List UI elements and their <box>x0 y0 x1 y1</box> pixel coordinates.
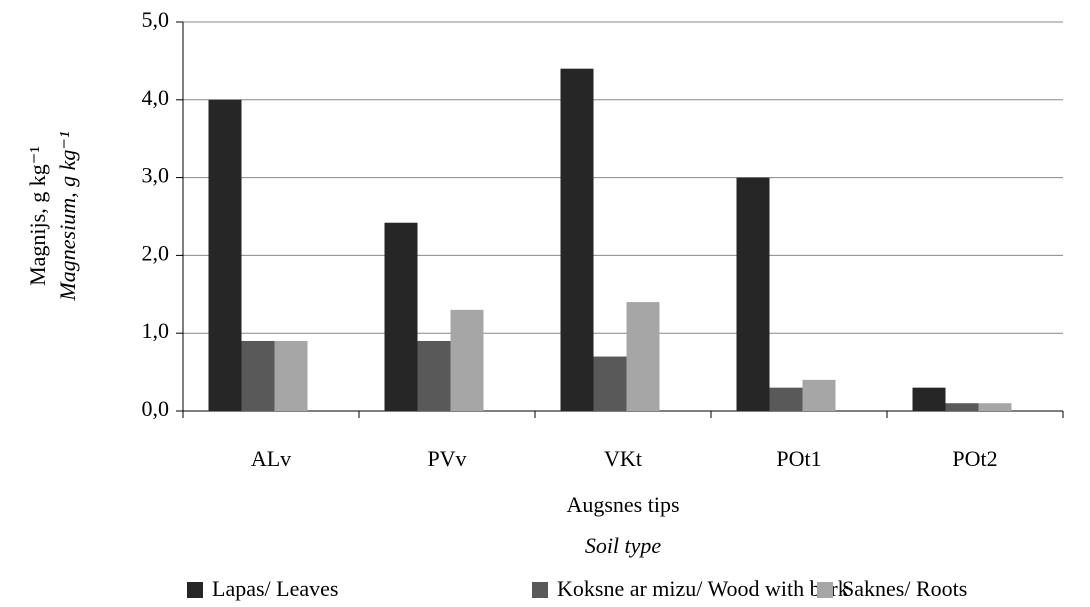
x-tick-label: POt2 <box>952 446 997 471</box>
x-axis-label: Augsnes tips <box>566 492 679 517</box>
y-tick-label: 3,0 <box>142 163 170 188</box>
legend-label: Lapas/ Leaves <box>212 576 338 601</box>
y-axis-label: Magnijs, g kg⁻¹ <box>25 146 50 286</box>
x-axis-label: Soil type <box>585 533 662 558</box>
bar <box>626 302 660 411</box>
x-tick-label: PVv <box>427 446 466 471</box>
bar <box>912 387 946 411</box>
bar <box>274 340 308 411</box>
legend-label: Koksne ar mizu/ Wood with bark <box>557 576 849 601</box>
bar <box>593 356 627 411</box>
bar <box>384 222 418 411</box>
bar <box>945 403 979 411</box>
legend-swatch <box>187 582 203 598</box>
bar <box>560 68 594 412</box>
bar <box>241 340 275 411</box>
y-tick-label: 5,0 <box>142 7 170 32</box>
x-tick-label: VKt <box>604 446 642 471</box>
bar <box>802 379 836 411</box>
bar <box>450 309 484 411</box>
y-tick-label: 2,0 <box>142 240 170 265</box>
bar <box>417 340 451 411</box>
y-tick-label: 0,0 <box>142 396 170 421</box>
bar <box>769 387 803 411</box>
y-tick-label: 1,0 <box>142 318 170 343</box>
bar <box>978 403 1012 411</box>
y-axis-label: Magnesium, g kg⁻¹ <box>55 131 80 301</box>
x-tick-label: POt1 <box>776 446 821 471</box>
bar <box>208 99 242 412</box>
legend-swatch <box>532 582 548 598</box>
legend-swatch <box>817 582 833 598</box>
y-tick-label: 4,0 <box>142 85 170 110</box>
legend-label: Saknes/ Roots <box>842 576 967 601</box>
x-tick-label: ALv <box>251 446 291 471</box>
bar <box>736 177 770 411</box>
